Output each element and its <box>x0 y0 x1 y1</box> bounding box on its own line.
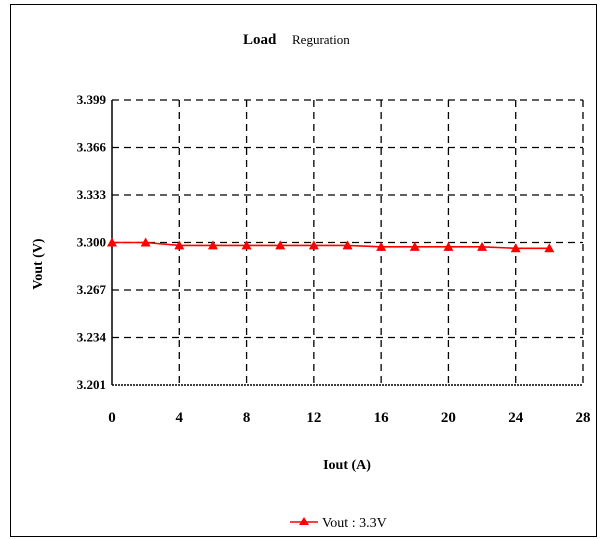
y-tick-label: 3.399 <box>77 92 107 107</box>
x-tick-label: 0 <box>108 410 116 426</box>
chart-frame <box>10 4 597 537</box>
data-point-triangle <box>409 241 420 251</box>
x-tick-label: 12 <box>306 410 321 426</box>
data-point-triangle <box>140 237 151 247</box>
series-line <box>112 241 550 250</box>
x-axis-label: Iout (A) <box>323 458 371 473</box>
data-point-triangle <box>342 240 353 250</box>
x-tick-labels: 0 4 8 12 16 20 24 28 <box>108 410 590 426</box>
x-tick-label: 28 <box>576 410 591 426</box>
data-point-triangle <box>241 240 252 250</box>
data-point-triangle <box>443 241 454 251</box>
y-tick-label: 3.234 <box>77 330 107 345</box>
grid-lines <box>112 99 584 385</box>
chart-title-main: Load <box>243 32 277 48</box>
y-tick-label: 3.366 <box>77 140 107 155</box>
data-point-triangle <box>544 243 555 253</box>
y-tick-label: 3.300 <box>77 235 106 250</box>
data-point-triangle <box>207 240 218 250</box>
legend-label: Vout : 3.3V <box>322 516 387 531</box>
data-series <box>107 237 555 253</box>
x-tick-label: 24 <box>508 410 524 426</box>
data-point-triangle <box>107 237 117 247</box>
data-point-triangle <box>275 240 286 250</box>
data-point-triangle <box>376 241 387 251</box>
data-point-triangle <box>174 240 185 250</box>
x-tick-label: 4 <box>176 410 184 426</box>
y-axis-label: Vout (V) <box>31 238 46 290</box>
y-tick-label: 3.201 <box>77 377 106 392</box>
x-tick-label: 16 <box>374 410 390 426</box>
legend-triangle-marker <box>299 517 309 525</box>
chart-title-sub: Reguration <box>292 32 350 47</box>
legend: Vout : 3.3V <box>290 516 387 531</box>
data-point-triangle <box>510 243 521 253</box>
y-tick-label: 3.333 <box>77 187 107 202</box>
data-point-triangle <box>308 240 319 250</box>
data-point-triangle <box>477 241 488 251</box>
y-tick-labels: 3.201 3.234 3.267 3.300 3.333 3.366 3.399 <box>77 92 107 392</box>
x-tick-label: 8 <box>243 410 251 426</box>
x-tick-label: 20 <box>441 410 456 426</box>
y-tick-label: 3.267 <box>77 282 107 297</box>
